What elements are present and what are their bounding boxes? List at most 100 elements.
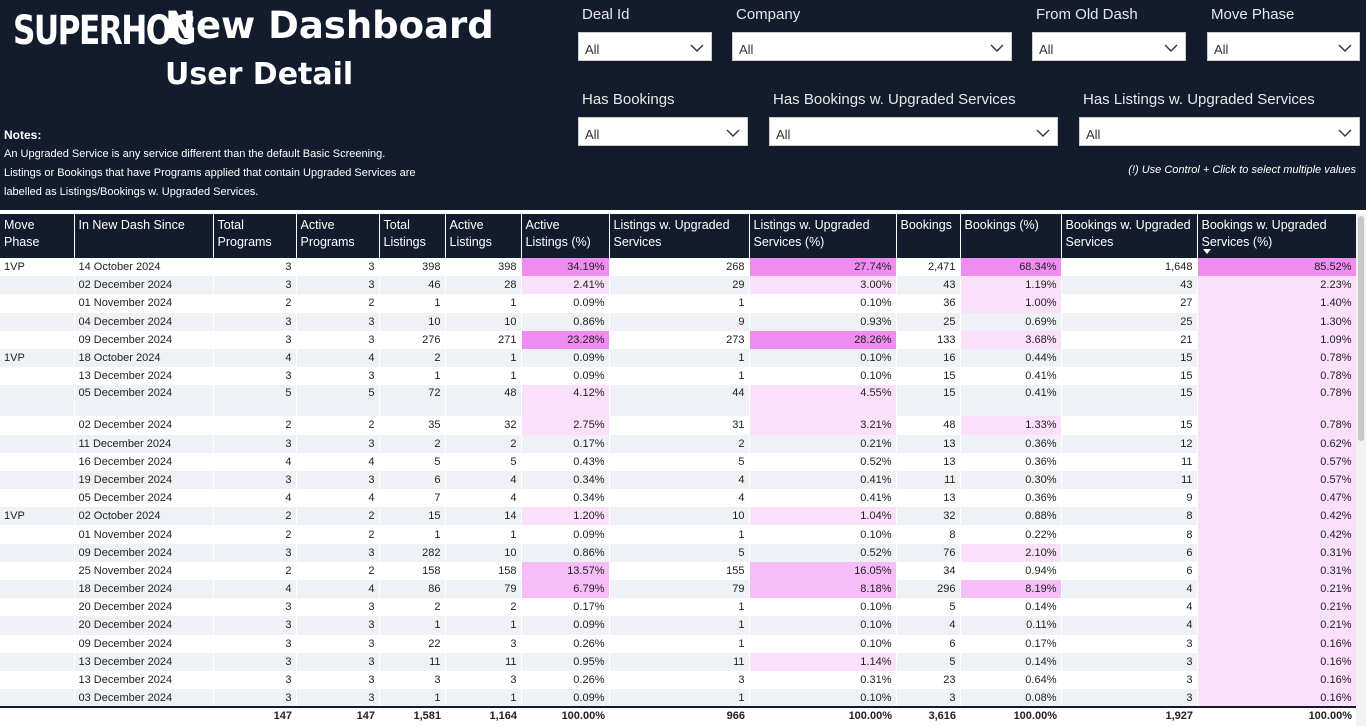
- table-row[interactable]: 19 December 2024 3 3 6 4 0.34% 4 0.41% 11 0.30% 11…: [0, 470, 1356, 490]
- table-cell: 13: [896, 489, 961, 508]
- scrollbar-thumb[interactable]: [1358, 216, 1364, 441]
- table-cell: 2: [296, 294, 380, 313]
- table-row[interactable]: 02 December 2024 2 2 35 32 2.75% 31 3.21% 48 1.33…: [0, 416, 1356, 435]
- table-row[interactable]: 13 December 2024 3 3 1 1 0.09% 1 0.10% 15 0.41% 15…: [0, 367, 1356, 386]
- table-cell: 20 December 2024: [74, 598, 214, 617]
- table-cell: 1.30%: [1197, 312, 1356, 331]
- table-row[interactable]: 01 November 2024 2 2 1 1 0.09% 1 0.10% 36 1.00% 27…: [0, 294, 1356, 313]
- table-row[interactable]: 1VP 14 October 2024 3 3 398 398 34.19% 268 27.74…: [0, 258, 1356, 277]
- table-row[interactable]: 09 December 2024 3 3 276 271 23.28% 273 28.26% 1…: [0, 330, 1356, 349]
- table-row[interactable]: 09 December 2024 3 3 22 3 0.26% 1 0.10% 6 0.17% 3 0…: [0, 634, 1356, 653]
- table-cell: 2: [296, 416, 380, 435]
- chevron-down-icon: [1338, 129, 1352, 137]
- column-header[interactable]: In New Dash Since: [74, 214, 214, 258]
- table-cell: 0.10%: [749, 525, 897, 544]
- table-cell: 32: [896, 507, 961, 526]
- table-cell: 398: [379, 258, 446, 277]
- table-cell: 11: [1061, 452, 1198, 471]
- column-header[interactable]: Active Listings (%): [521, 214, 610, 258]
- table-cell: 2: [445, 598, 522, 617]
- table-row[interactable]: 18 December 2024 4 4 86 79 6.79% 79 8.18% 296 8.1…: [0, 580, 1356, 599]
- column-header[interactable]: Bookings w. Upgraded Services: [1061, 214, 1198, 258]
- table-cell: 0.78%: [1197, 416, 1356, 435]
- table-row[interactable]: 13 December 2024 3 3 11 11 0.95% 11 1.14% 5 0.14%…: [0, 652, 1356, 671]
- table-cell: 0.10%: [749, 367, 897, 386]
- sort-descending-icon: [1202, 249, 1211, 254]
- table-row[interactable]: 16 December 2024 4 4 5 5 0.43% 5 0.52% 13 0.36% 11…: [0, 452, 1356, 471]
- table-cell: 32: [445, 416, 522, 435]
- table-row[interactable]: 1VP 02 October 2024 2 2 15 14 1.20% 10 1.04% 32 0.…: [0, 507, 1356, 526]
- table-row[interactable]: 05 December 2024 5 5 72 48 4.12% 44 4.55% 15 0.41…: [0, 385, 1356, 417]
- table-row[interactable]: 01 November 2024 2 2 1 1 0.09% 1 0.10% 8 0.22% 8 0.…: [0, 525, 1356, 544]
- table-cell: 3: [296, 330, 380, 349]
- total-cell: 147: [213, 706, 296, 724]
- table-cell: 1.19%: [960, 276, 1062, 295]
- table-row[interactable]: 05 December 2024 4 4 7 4 0.34% 4 0.41% 13 0.36% 9 0…: [0, 489, 1356, 508]
- table-cell: 0.10%: [749, 294, 897, 313]
- table-cell: 29: [609, 276, 750, 295]
- table-cell: 3: [296, 258, 380, 277]
- table-cell: 2,471: [896, 258, 961, 277]
- table-cell: 1.04%: [749, 507, 897, 526]
- table-cell: 05 December 2024: [74, 385, 214, 417]
- column-header[interactable]: Move Phase: [0, 214, 75, 258]
- table-cell: [0, 276, 75, 295]
- table-cell: 4: [296, 348, 380, 368]
- table-cell: 1: [379, 616, 446, 635]
- table-cell: 0.16%: [1197, 670, 1356, 690]
- table-row[interactable]: 25 November 2024 2 2 158 158 13.57% 155 16.05% 3…: [0, 561, 1356, 580]
- column-header[interactable]: Bookings: [896, 214, 961, 258]
- table-cell: 13 December 2024: [74, 652, 214, 671]
- table-cell: 0.34%: [521, 470, 610, 490]
- has-bookings-dropdown[interactable]: All: [578, 117, 748, 146]
- table-row[interactable]: 11 December 2024 3 3 2 2 0.17% 2 0.21% 13 0.36% 12…: [0, 434, 1356, 453]
- table-cell: 1: [609, 525, 750, 544]
- column-header[interactable]: Bookings (%): [960, 214, 1062, 258]
- table-scrollbar[interactable]: [1356, 214, 1366, 726]
- table-cell: 4: [1061, 580, 1198, 599]
- has-bookings-upgraded-dropdown[interactable]: All: [769, 117, 1058, 146]
- column-header[interactable]: Active Listings: [445, 214, 522, 258]
- table-cell: 34.19%: [521, 258, 610, 277]
- column-header[interactable]: Listings w. Upgraded Services: [609, 214, 750, 258]
- table-cell: 0.52%: [749, 543, 897, 562]
- move-phase-dropdown[interactable]: All: [1207, 32, 1360, 61]
- table-cell: 0.41%: [960, 367, 1062, 386]
- table-cell: 2.10%: [960, 543, 1062, 562]
- chevron-down-icon: [1338, 44, 1352, 52]
- table-cell: 4.55%: [749, 385, 897, 417]
- table-cell: 3: [296, 470, 380, 490]
- table-cell: 10: [445, 312, 522, 331]
- table-row[interactable]: 1VP 18 October 2024 4 4 2 1 0.09% 1 0.10% 16 0.44%…: [0, 348, 1356, 368]
- table-cell: 3: [1061, 670, 1198, 690]
- table-cell: 3: [296, 689, 380, 708]
- table-row[interactable]: 09 December 2024 3 3 282 10 0.86% 5 0.52% 76 2.10…: [0, 543, 1356, 562]
- table-row[interactable]: 02 December 2024 3 3 46 28 2.41% 29 3.00% 43 1.19…: [0, 276, 1356, 295]
- total-cell: [0, 706, 74, 724]
- table-row[interactable]: 20 December 2024 3 3 1 1 0.09% 1 0.10% 4 0.11% 4 0.…: [0, 616, 1356, 635]
- table-row[interactable]: 03 December 2024 3 3 1 1 0.09% 1 0.10% 3 0.08% 3 0.…: [0, 689, 1356, 708]
- table-row[interactable]: 20 December 2024 3 3 2 2 0.17% 1 0.10% 5 0.14% 4 0.…: [0, 598, 1356, 617]
- column-header-sorted[interactable]: Bookings w. Upgraded Services (%): [1197, 214, 1356, 258]
- total-cell: 100.00%: [521, 706, 609, 724]
- table-cell: 0.09%: [521, 367, 610, 386]
- has-listings-upgraded-dropdown[interactable]: All: [1079, 117, 1360, 146]
- table-cell: 158: [379, 561, 446, 580]
- deal-id-dropdown[interactable]: All: [578, 32, 712, 61]
- table-cell: 15: [1061, 348, 1198, 368]
- column-header[interactable]: Total Programs: [213, 214, 297, 258]
- table-cell: 11: [896, 470, 961, 490]
- company-dropdown[interactable]: All: [732, 32, 1012, 61]
- from-old-dash-dropdown[interactable]: All: [1032, 32, 1186, 61]
- table-row[interactable]: 04 December 2024 3 3 10 10 0.86% 9 0.93% 25 0.69%…: [0, 312, 1356, 331]
- table-row[interactable]: 13 December 2024 3 3 3 3 0.26% 3 0.31% 23 0.64% 3 0…: [0, 670, 1356, 690]
- column-header[interactable]: Total Listings: [379, 214, 446, 258]
- column-header[interactable]: Listings w. Upgraded Services (%): [749, 214, 897, 258]
- table-cell: 0.09%: [521, 689, 610, 708]
- table-cell: 8.19%: [960, 580, 1062, 599]
- table-cell: [0, 470, 75, 490]
- table-cell: 0.62%: [1197, 434, 1356, 453]
- table-cell: 5: [379, 452, 446, 471]
- column-header[interactable]: Active Programs: [296, 214, 380, 258]
- table-cell: 6: [896, 634, 961, 653]
